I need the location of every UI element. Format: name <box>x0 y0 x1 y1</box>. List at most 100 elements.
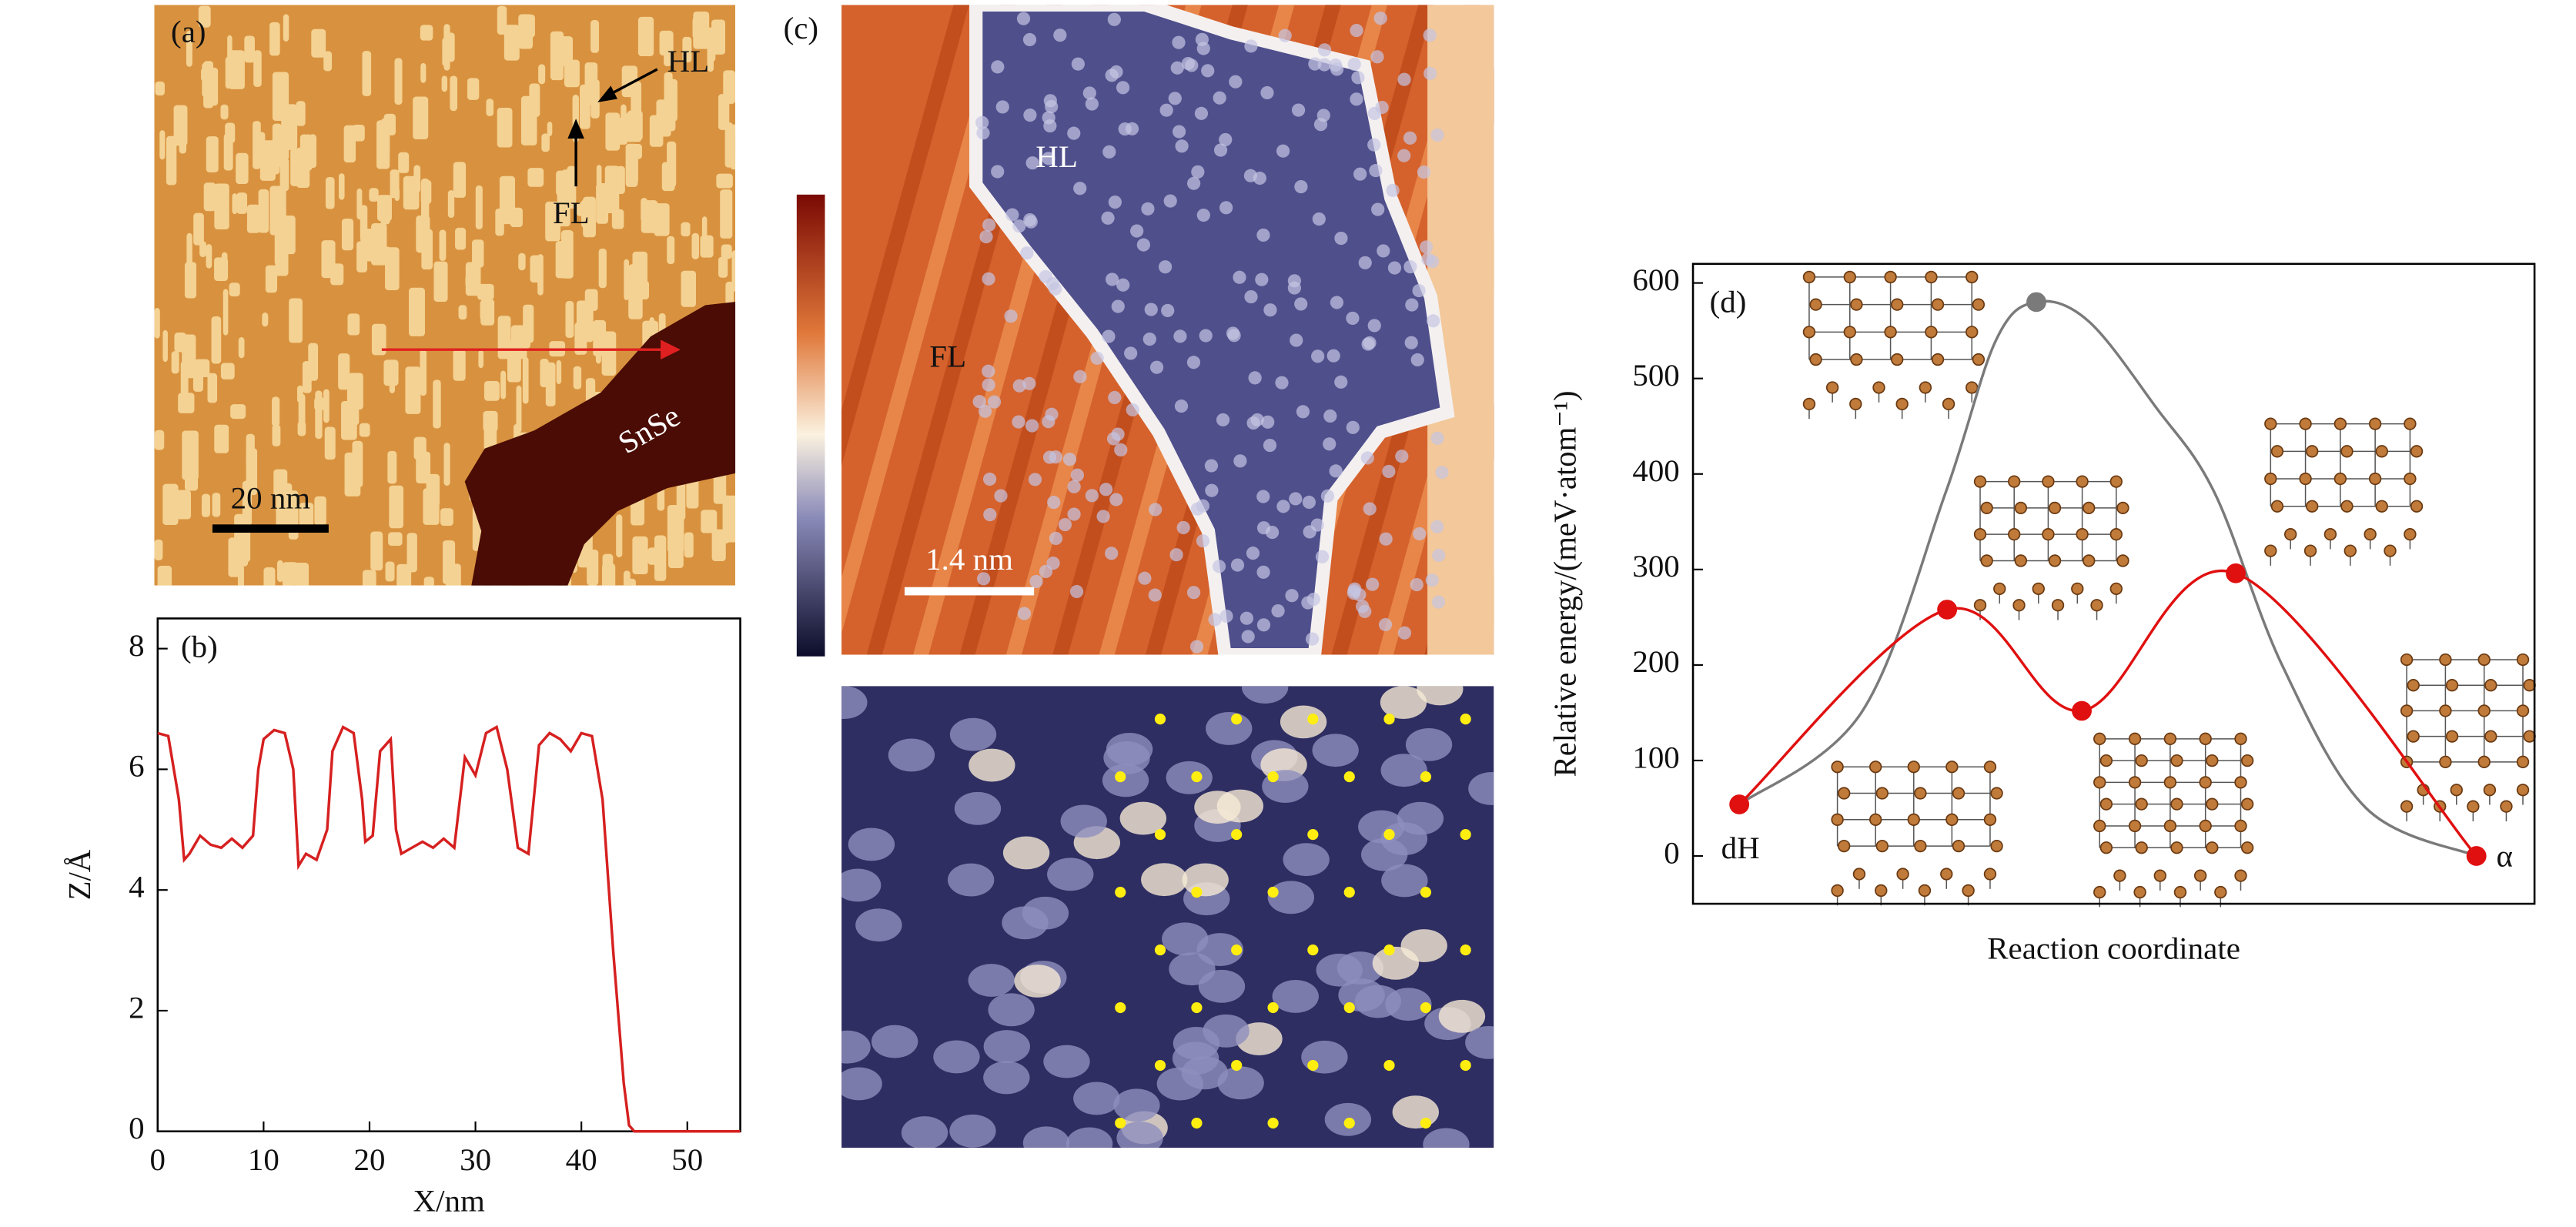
terrace <box>595 330 601 364</box>
atom <box>1073 1082 1120 1115</box>
atom <box>1843 270 1856 284</box>
atom <box>1255 272 1269 286</box>
crystal-structures <box>1802 270 2536 908</box>
lattice-dot <box>1267 887 1279 898</box>
atom <box>2407 730 2420 743</box>
terrace <box>731 124 736 153</box>
atom <box>1891 298 1904 311</box>
atom <box>1256 565 1270 579</box>
atom <box>1310 518 1324 532</box>
atom <box>1004 309 1018 323</box>
atom <box>1149 360 1164 374</box>
x-tick-label: 40 <box>566 1142 597 1177</box>
stm-image-c <box>841 5 1494 655</box>
terrace <box>184 460 192 480</box>
atom <box>1907 813 1920 826</box>
atom <box>2477 704 2491 717</box>
terrace <box>272 424 281 446</box>
atom <box>1919 381 1932 394</box>
atom <box>1198 969 1246 1003</box>
atom <box>1972 353 1986 366</box>
atom <box>1159 103 1173 117</box>
terrace <box>385 247 400 291</box>
atom <box>1875 787 1889 800</box>
y-tick-label: 0 <box>129 1111 144 1145</box>
snse-region <box>464 302 736 586</box>
atom <box>1045 407 1059 421</box>
atom <box>1172 125 1186 139</box>
atom <box>1116 278 1130 292</box>
atom <box>1294 180 1308 194</box>
stm-image-c-zoom <box>841 686 1494 1148</box>
atom <box>1108 390 1122 405</box>
atom <box>1071 57 1085 71</box>
atom <box>2445 679 2459 692</box>
atom <box>1024 215 1038 229</box>
atom <box>1109 493 1123 507</box>
terrace <box>604 165 620 214</box>
panel-label: (d) <box>1710 285 1747 319</box>
terrace <box>654 535 667 581</box>
atom <box>2303 544 2317 557</box>
terrace <box>214 424 229 453</box>
atom <box>2439 653 2452 667</box>
atom <box>954 791 1002 825</box>
atom <box>1067 126 1081 140</box>
atom <box>1090 351 1104 365</box>
terrace <box>681 222 691 237</box>
atom <box>995 100 1009 114</box>
terrace <box>413 165 421 193</box>
atom <box>2445 730 2459 743</box>
lattice-dot <box>1420 1117 1432 1129</box>
terrace <box>376 120 390 169</box>
terrace <box>718 256 728 278</box>
atom <box>1141 863 1188 897</box>
atom <box>2170 841 2183 854</box>
terrace <box>341 218 354 251</box>
atom <box>1347 587 1361 600</box>
atom <box>1296 405 1310 419</box>
terrace <box>616 118 628 145</box>
terrace <box>271 23 279 56</box>
atom <box>1017 607 1032 620</box>
terrace <box>265 265 278 293</box>
atom <box>1016 12 1031 25</box>
atom <box>1831 761 1844 774</box>
atom <box>1022 896 1069 930</box>
terrace <box>458 305 467 320</box>
terrace <box>154 430 165 450</box>
atom <box>1320 489 1334 503</box>
lattice-dot <box>1231 829 1243 841</box>
atom <box>2439 755 2452 768</box>
atom <box>1047 858 1094 891</box>
atom <box>1014 965 1061 998</box>
atom <box>841 1030 871 1064</box>
atom <box>982 378 995 392</box>
terrace <box>290 148 300 186</box>
atom <box>1430 431 1444 445</box>
terrace <box>203 182 216 212</box>
terrace <box>420 25 433 41</box>
terrace <box>388 532 403 547</box>
lattice-dot <box>1460 829 1471 841</box>
atom <box>1413 527 1427 541</box>
atom <box>1042 111 1055 125</box>
terrace <box>527 168 544 187</box>
atom <box>1377 244 1390 258</box>
terrace <box>166 135 177 186</box>
atom <box>1130 224 1144 238</box>
terrace <box>724 122 734 168</box>
atom <box>1022 1126 1070 1148</box>
atom <box>2240 797 2254 811</box>
atom <box>1965 381 1979 394</box>
terrace <box>450 75 458 112</box>
atom <box>976 126 990 140</box>
atom <box>1085 97 1099 111</box>
atom <box>2264 544 2277 557</box>
terrace <box>453 349 466 381</box>
terrace <box>691 232 699 259</box>
atom <box>1386 183 1400 197</box>
atom <box>1465 1025 1494 1059</box>
terrace <box>347 313 360 336</box>
atom <box>2467 800 2480 813</box>
